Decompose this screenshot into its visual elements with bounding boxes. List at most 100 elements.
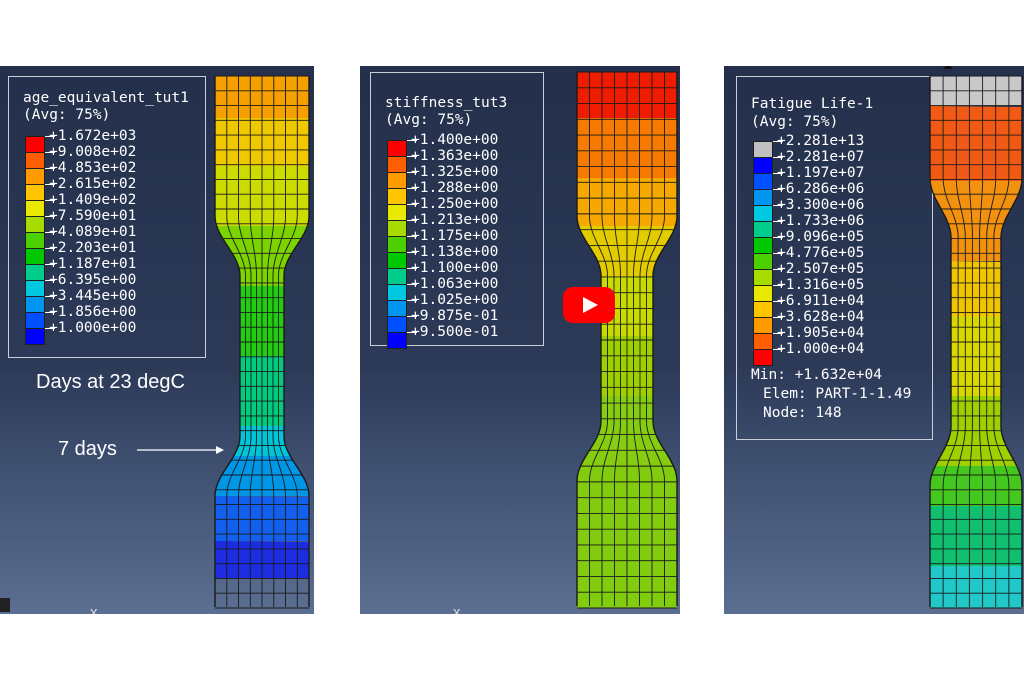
legend-label: +6.911e+04 (777, 293, 865, 309)
legend-label: +1.187e+01 (49, 256, 137, 272)
legend-label: +1.213e+00 (411, 212, 499, 228)
axis-marker-icon: x (453, 604, 461, 614)
legend-tick (773, 173, 783, 174)
axis-marker-icon: x (90, 604, 98, 614)
legend-tick (45, 184, 55, 185)
mesh-line (979, 76, 984, 607)
legend-tick (773, 141, 783, 142)
specimen-mesh (929, 75, 1023, 609)
mesh-line (614, 72, 621, 606)
legend-label: +2.507e+05 (777, 261, 865, 277)
legend-tick (773, 189, 783, 190)
legend-swatch (753, 349, 773, 366)
mesh-line (942, 76, 959, 607)
legend-tick (407, 316, 417, 317)
legend-label: +1.138e+00 (411, 244, 499, 260)
legend-tick (773, 349, 783, 350)
specimen-band (930, 106, 1022, 181)
legend-tick (773, 205, 783, 206)
legend-tick (773, 317, 783, 318)
corner-marker (0, 598, 10, 612)
legend-tick (407, 268, 417, 269)
specimen-band (930, 506, 1022, 566)
legend-label: +1.250e+00 (411, 196, 499, 212)
legend-label: +3.628e+04 (777, 309, 865, 325)
legend-tick (45, 136, 55, 137)
legend-stiffness: stiffness_tut3 (Avg: 75%) +1.400e+00 +1.3… (370, 72, 544, 349)
legend-label: +6.395e+00 (49, 272, 137, 288)
legend-label: +1.063e+00 (411, 276, 499, 292)
mesh-line (652, 72, 678, 606)
mesh-line (589, 72, 608, 606)
panel-fatigue-life: Fatigue Life-1 (Avg: 75%) +2.281e+13 +2.2… (724, 66, 1024, 614)
mesh-line (226, 76, 246, 607)
legend-label: +1.672e+03 (49, 128, 137, 144)
legend-tick (45, 168, 55, 169)
legend-title: Fatigue Life-1 (751, 96, 874, 112)
legend-tick (407, 332, 417, 333)
legend-tick (45, 200, 55, 201)
legend-tick (407, 204, 417, 205)
legend-label: +1.733e+06 (777, 213, 865, 229)
legend-label: +1.905e+04 (777, 325, 865, 341)
legend-tick (773, 157, 783, 158)
legend-label: +9.875e-01 (411, 308, 499, 324)
arrow-icon (137, 446, 224, 454)
mesh-line (278, 76, 298, 607)
legend-label: +1.197e+07 (777, 165, 865, 181)
legend-tick (773, 253, 783, 254)
mesh-line (968, 76, 973, 607)
pointer-arrow-icon (943, 66, 952, 69)
legend-tick (407, 156, 417, 157)
legend-tick (407, 284, 417, 285)
legend-label: +1.316e+05 (777, 277, 865, 293)
min-element: Elem: PART-1-1.49 (763, 386, 912, 402)
mesh-line (238, 76, 252, 607)
legend-label: +1.025e+00 (411, 292, 499, 308)
panel-stiffness: stiffness_tut3 (Avg: 75%) +1.400e+00 +1.3… (360, 66, 680, 614)
legend-label: +2.281e+07 (777, 149, 865, 165)
mesh-line (639, 72, 653, 606)
mesh-line (249, 76, 257, 607)
legend-label: +4.853e+02 (49, 160, 137, 176)
legend-tick (45, 328, 55, 329)
legend-tick (45, 296, 55, 297)
legend-label: +1.400e+00 (411, 132, 499, 148)
legend-label: +9.096e+05 (777, 229, 865, 245)
legend-tick (407, 172, 417, 173)
mesh-line (272, 76, 286, 607)
legend-tick (773, 269, 783, 270)
legend-tick (407, 300, 417, 301)
legend-label: +6.286e+06 (777, 181, 865, 197)
specimen-mesh (576, 71, 678, 609)
legend-title: age_equivalent_tut1 (23, 90, 189, 106)
legend-label: +4.089e+01 (49, 224, 137, 240)
specimen-band (951, 316, 1001, 396)
legend-tick (773, 237, 783, 238)
legend-swatch (387, 332, 407, 349)
legend-label: +1.000e+00 (49, 320, 137, 336)
min-value: Min: +1.632e+04 (751, 367, 882, 383)
mesh-line (576, 72, 602, 606)
mesh-line (633, 72, 640, 606)
mesh-line (929, 76, 952, 607)
legend-tick (45, 216, 55, 217)
legend-fatigue-life: Fatigue Life-1 (Avg: 75%) +2.281e+13 +2.2… (736, 76, 933, 440)
legend-label: +1.325e+00 (411, 164, 499, 180)
mesh-line (986, 76, 997, 607)
legend-label: +1.856e+00 (49, 304, 137, 320)
legend-tick (407, 220, 417, 221)
play-button[interactable] (563, 287, 615, 323)
mesh-line (993, 76, 1010, 607)
legend-tick (773, 221, 783, 222)
specimen-band (930, 566, 1022, 608)
legend-avg: (Avg: 75%) (385, 112, 473, 128)
legend-swatch (25, 328, 45, 345)
legend-label: +1.100e+00 (411, 260, 499, 276)
legend-tick (45, 280, 55, 281)
specimen-band (930, 181, 1022, 261)
legend-avg: (Avg: 75%) (751, 114, 839, 130)
legend-tick (45, 248, 55, 249)
legend-tick (45, 312, 55, 313)
legend-title: stiffness_tut3 (385, 95, 508, 111)
